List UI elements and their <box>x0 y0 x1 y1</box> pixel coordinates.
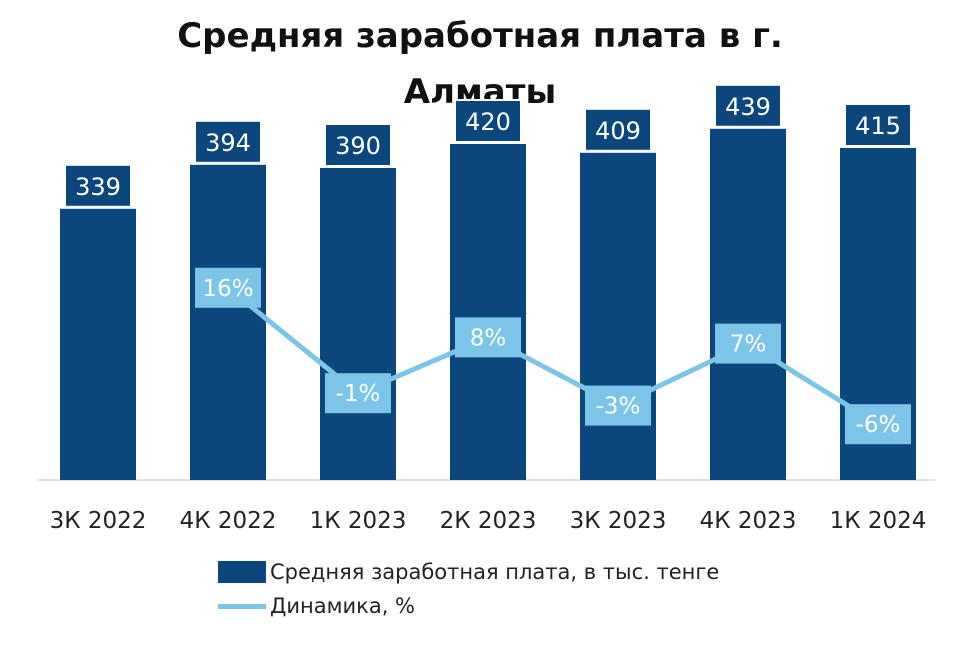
legend-item-dynamics: Динамика, % <box>218 589 719 623</box>
x-tick-label: 3К 2023 <box>570 508 667 534</box>
bar-value-box <box>844 103 912 147</box>
legend: Средняя заработная плата, в тыс. тенге Д… <box>218 555 719 623</box>
bar <box>710 128 786 481</box>
chart-title: Средняя заработная плата в г. Алматы <box>0 8 960 120</box>
legend-swatch-dynamics <box>218 603 266 609</box>
bar-value-label: 394 <box>205 129 251 157</box>
legend-swatch-salary <box>218 561 266 583</box>
dynamics-point-box <box>325 373 391 414</box>
bar-value-box <box>194 119 262 164</box>
legend-label-salary: Средняя заработная плата, в тыс. тенге <box>270 560 720 584</box>
bar <box>450 144 526 480</box>
bar-value-box <box>454 99 522 143</box>
dynamics-point-box <box>455 317 521 358</box>
bar <box>60 208 136 481</box>
bar-value-label: 420 <box>465 108 511 136</box>
x-tick-label: 1К 2023 <box>310 508 407 534</box>
dynamics-point-label: 7% <box>730 332 767 358</box>
dynamics-point-label: -6% <box>856 412 901 438</box>
bar-value-label: 339 <box>75 173 121 201</box>
x-tick-label: 1К 2024 <box>830 508 927 534</box>
bar-value-box <box>324 123 392 167</box>
bar-value-label: 409 <box>595 117 641 145</box>
dynamics-point-label: -3% <box>596 394 641 420</box>
x-tick-label: 4К 2022 <box>180 508 277 534</box>
dynamics-point-box <box>715 323 781 364</box>
dynamics-point-label: -1% <box>336 381 381 407</box>
bar <box>580 152 656 481</box>
dynamics-point-box <box>195 267 261 308</box>
bar-value-label: 415 <box>855 112 901 140</box>
dynamics-point-label: 16% <box>202 276 253 302</box>
dynamics-point-label: 8% <box>470 325 507 351</box>
bar-value-box <box>584 107 652 152</box>
x-tick-label: 3К 2022 <box>50 508 147 534</box>
x-tick-label: 4К 2023 <box>700 508 797 534</box>
dynamics-point-box <box>585 385 651 426</box>
bar-value-box <box>714 83 782 128</box>
legend-item-salary: Средняя заработная плата, в тыс. тенге <box>218 555 719 589</box>
legend-label-dynamics: Динамика, % <box>270 594 416 618</box>
bar <box>190 164 266 481</box>
bar-value-box <box>64 163 132 208</box>
chart-title-line-1: Средняя заработная плата в г. <box>177 16 783 56</box>
bar-value-label: 390 <box>335 132 381 160</box>
bar <box>320 168 396 480</box>
x-tick-label: 2К 2023 <box>440 508 537 534</box>
bar-value-label: 439 <box>725 93 771 121</box>
dynamics-point-box <box>845 404 911 445</box>
